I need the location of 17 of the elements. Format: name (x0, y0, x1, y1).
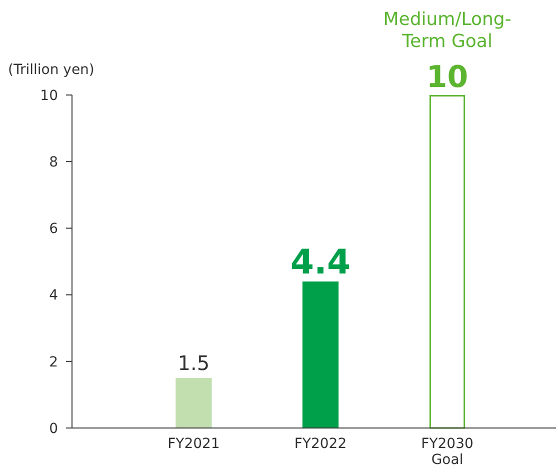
x-tick-label: FY2022 (294, 436, 347, 452)
x-tick-label: FY2030 Goal (421, 436, 474, 468)
y-tick-label: 8 (49, 154, 58, 170)
bar (302, 281, 339, 428)
y-tick-label: 0 (49, 420, 58, 437)
data-label: 1.5 (178, 351, 210, 376)
bar (429, 95, 466, 429)
data-label: 4.4 (290, 242, 351, 282)
bar (176, 378, 212, 428)
y-axis-title: (Trillion yen) (8, 62, 94, 78)
y-tick-label: 2 (49, 354, 58, 370)
annotation: Medium/Long-Term Goal (383, 9, 512, 52)
y-tick-label: 4 (49, 288, 58, 304)
y-tick-label: 10 (40, 88, 58, 104)
x-tick-label: FY2021 (168, 436, 220, 452)
y-tick-label: 6 (49, 221, 58, 238)
data-label: 10 (426, 60, 468, 95)
